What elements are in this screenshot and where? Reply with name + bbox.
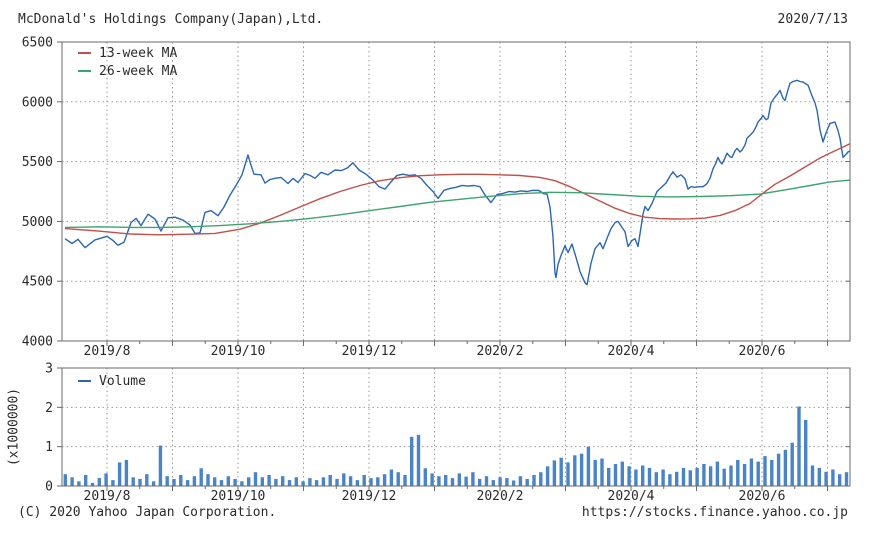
volume-x-tick-label: 2020/6: [739, 489, 786, 504]
price-x-tick-label: 2020/2: [477, 344, 524, 359]
volume-line-marker: [78, 380, 91, 382]
volume-x-tick-label: 2020/2: [477, 489, 524, 504]
price-x-tick-label: 2019/8: [84, 344, 131, 359]
source-url-text: https://stocks.finance.yahoo.co.jp: [581, 505, 848, 520]
chart-title: McDonald's Holdings Company(Japan),Ltd.: [18, 12, 324, 27]
price-y-tick-label: 6000: [22, 95, 53, 110]
gridlines: [62, 42, 850, 486]
axis-ticks: [57, 41, 850, 491]
volume-x-tick-label: 2019/10: [211, 489, 266, 504]
price-x-tick-label: 2019/10: [211, 344, 266, 359]
ma26-line-marker: [78, 70, 91, 72]
ma13-legend-label: 13-week MA: [99, 45, 178, 61]
price-legend: 13-week MA 26-week MA: [78, 44, 177, 80]
price-y-tick-label: 4500: [22, 275, 53, 290]
volume-y-tick-label: 1: [45, 440, 53, 455]
ma13-line-marker: [78, 52, 91, 54]
volume-bars: [63, 406, 849, 486]
volume-x-tick-label: 2019/12: [342, 489, 397, 504]
chart-date: 2020/7/13: [777, 12, 848, 27]
volume-y-tick-label: 2: [45, 401, 53, 416]
volume-y-tick-label: 3: [45, 362, 53, 377]
ma26-legend-label: 26-week MA: [99, 63, 178, 79]
ma13-legend-item: 13-week MA: [78, 44, 177, 62]
plot-borders: [61, 41, 851, 487]
axis-labels: 6500 6000 5500 5000 4500 4000 3 2 1 0 2019/8 2019/8…: [22, 36, 786, 505]
volume-legend-item: Volume: [78, 372, 146, 390]
price-y-tick-label: 5000: [22, 215, 53, 230]
price-y-tick-label: 6500: [22, 36, 53, 51]
price-x-tick-label: 2020/4: [608, 344, 655, 359]
price-y-tick-label: 5500: [22, 155, 53, 170]
copyright-text: (C) 2020 Yahoo Japan Corporation.: [18, 505, 277, 520]
price-line: [64, 79, 851, 286]
volume-unit-label: (x1000000): [6, 387, 22, 467]
price-x-tick-label: 2019/12: [342, 344, 397, 359]
ma26-legend-item: 26-week MA: [78, 62, 177, 80]
price-x-tick-label: 2020/6: [739, 344, 786, 359]
volume-legend-label: Volume: [99, 373, 146, 389]
ma26-line: [64, 179, 851, 229]
volume-legend: Volume: [78, 372, 146, 390]
volume-y-tick-label: 0: [45, 480, 53, 495]
price-y-tick-label: 4000: [22, 335, 53, 350]
volume-x-tick-label: 2019/8: [84, 489, 131, 504]
volume-x-tick-label: 2020/4: [608, 489, 655, 504]
